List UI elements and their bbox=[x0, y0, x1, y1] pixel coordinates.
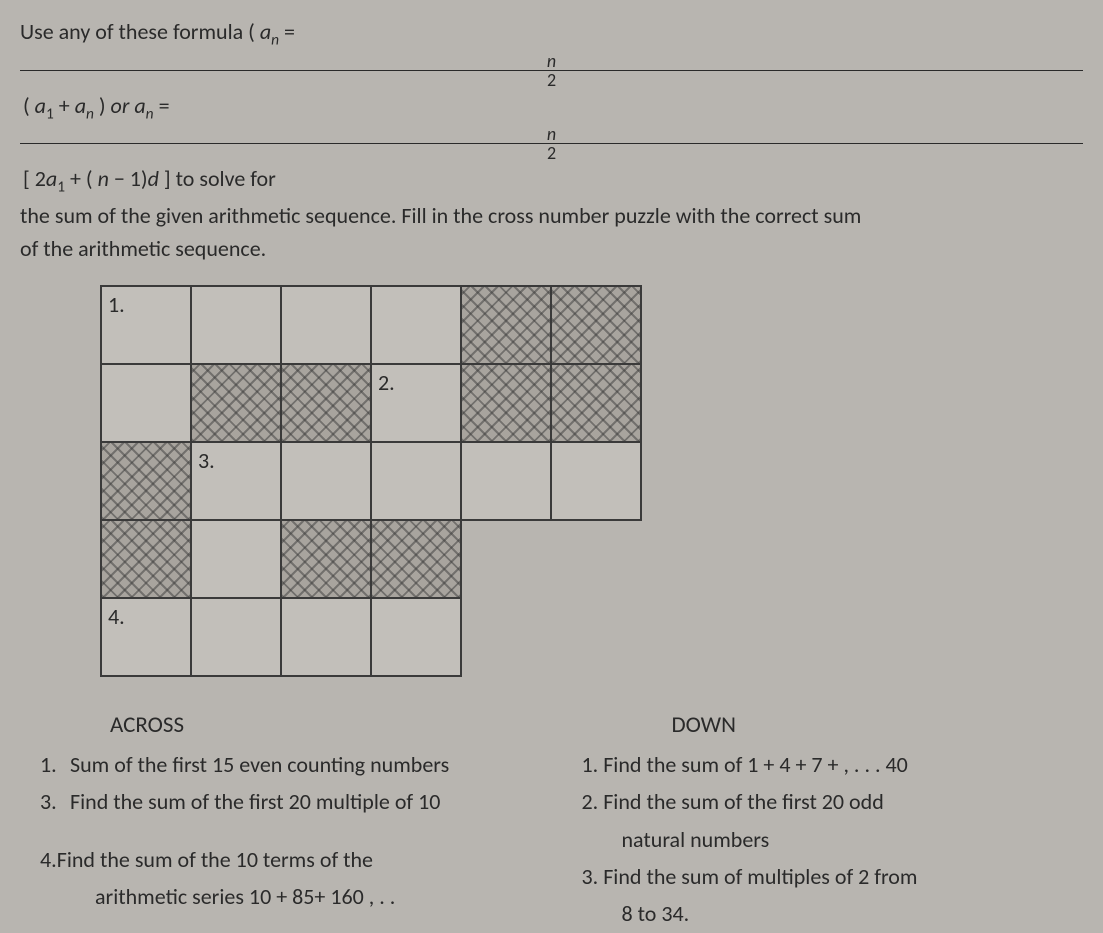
puzzle-cell bbox=[191, 520, 281, 598]
puzzle-cell bbox=[461, 598, 551, 676]
puzzle-cell bbox=[461, 520, 551, 598]
puzzle-cell bbox=[281, 442, 371, 520]
puzzle-cell bbox=[371, 598, 461, 676]
puzzle-cell bbox=[551, 364, 641, 442]
puzzle-cell bbox=[461, 286, 551, 364]
puzzle-cell bbox=[551, 286, 641, 364]
clue-number: 4. bbox=[108, 603, 125, 630]
puzzle-cell bbox=[551, 520, 641, 598]
puzzle-cell bbox=[461, 364, 551, 442]
puzzle-cell: 2. bbox=[371, 364, 461, 442]
puzzle-cell bbox=[191, 364, 281, 442]
puzzle-cell bbox=[101, 364, 191, 442]
instruction-text: Use any of these formula ( an = n2 ( a1 … bbox=[20, 15, 1083, 265]
puzzle-cell bbox=[371, 286, 461, 364]
puzzle-cell bbox=[371, 442, 461, 520]
crossword-puzzle: 1. 2. 3. 4. bbox=[100, 285, 1083, 677]
across-clue-1: 1.Sum of the first 15 even counting numb… bbox=[40, 747, 522, 782]
down-clues: DOWN 1. Find the sum of 1 + 4 + 7 + , . … bbox=[582, 707, 1084, 933]
puzzle-cell: 4. bbox=[101, 598, 191, 676]
down-header: DOWN bbox=[672, 707, 1064, 744]
puzzle-cell bbox=[551, 442, 641, 520]
puzzle-cell bbox=[281, 286, 371, 364]
puzzle-cell bbox=[101, 442, 191, 520]
puzzle-cell bbox=[191, 598, 281, 676]
down-clue-2-cont: natural numbers bbox=[622, 822, 1064, 857]
down-clue-2: 2. Find the sum of the first 20 odd bbox=[582, 784, 1064, 819]
down-clue-3: 3. Find the sum of multiples of 2 from bbox=[582, 859, 1064, 894]
down-clue-3-cont: 8 to 34. bbox=[622, 896, 1064, 931]
puzzle-cell bbox=[551, 598, 641, 676]
across-header: ACROSS bbox=[110, 707, 522, 744]
puzzle-cell bbox=[101, 520, 191, 598]
puzzle-cell: 1. bbox=[101, 286, 191, 364]
across-clue-4: 4.Find the sum of the 10 terms of the bbox=[40, 842, 522, 877]
puzzle-cell: 3. bbox=[191, 442, 281, 520]
across-clue-3: 3.Find the sum of the first 20 multiple … bbox=[40, 784, 522, 819]
puzzle-cell bbox=[191, 286, 281, 364]
across-clues: ACROSS 1.Sum of the first 15 even counti… bbox=[20, 707, 522, 933]
clue-number: 2. bbox=[378, 369, 395, 396]
clue-number: 3. bbox=[198, 447, 215, 474]
clue-number: 1. bbox=[108, 291, 125, 318]
puzzle-cell bbox=[461, 442, 551, 520]
puzzle-cell bbox=[281, 364, 371, 442]
puzzle-cell bbox=[281, 598, 371, 676]
down-clue-1: 1. Find the sum of 1 + 4 + 7 + , . . . 4… bbox=[582, 747, 1064, 782]
puzzle-cell bbox=[371, 520, 461, 598]
puzzle-cell bbox=[281, 520, 371, 598]
clues-section: ACROSS 1.Sum of the first 15 even counti… bbox=[20, 707, 1083, 933]
across-clue-4-cont: arithmetic series 10 + 85+ 160 , . . bbox=[95, 879, 522, 914]
